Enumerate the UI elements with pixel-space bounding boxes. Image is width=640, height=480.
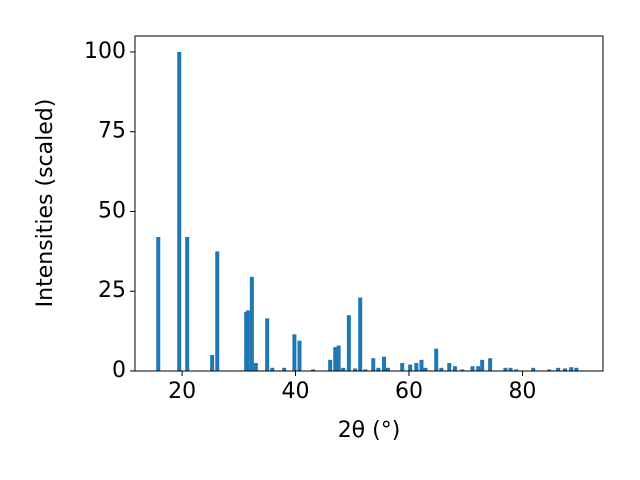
bar (400, 363, 405, 371)
bar (414, 363, 419, 371)
bar (470, 366, 475, 371)
bar (531, 367, 536, 371)
bar (353, 368, 358, 371)
bar (215, 251, 220, 371)
bar (452, 366, 457, 371)
bar (569, 367, 574, 371)
x-tick-label: 60 (395, 379, 423, 404)
bar (419, 359, 424, 371)
x-tick-label: 20 (168, 379, 196, 404)
bar (249, 276, 254, 371)
y-tick-label: 25 (98, 278, 126, 303)
x-tick-label: 40 (282, 379, 310, 404)
bar (371, 358, 376, 371)
bar (503, 367, 508, 371)
bar (376, 367, 381, 371)
bar (341, 367, 346, 371)
bar (386, 367, 391, 371)
x-tick-label: 80 (508, 379, 536, 404)
y-tick-label: 100 (84, 39, 126, 64)
y-axis-label: Intensities (scaled) (33, 99, 58, 308)
bar (488, 358, 493, 371)
bar (423, 367, 428, 371)
bar (460, 369, 465, 371)
bar (336, 345, 341, 371)
bar (282, 367, 287, 371)
bar (382, 356, 387, 371)
bar (480, 359, 485, 371)
bar (292, 334, 297, 371)
bar (476, 366, 481, 371)
bar (333, 347, 338, 371)
bar (185, 237, 190, 371)
bar (556, 367, 561, 371)
bar (562, 368, 567, 371)
x-axis-label: 2θ (°) (338, 418, 401, 443)
bar (439, 367, 444, 371)
bar (358, 297, 363, 371)
bar (434, 348, 439, 371)
bar (363, 369, 368, 371)
bar (311, 369, 316, 371)
bar (547, 369, 552, 371)
bar (514, 369, 519, 371)
bar (346, 315, 351, 371)
plot-frame (134, 35, 604, 372)
bar (328, 359, 333, 371)
bar (297, 340, 302, 371)
bar (408, 364, 413, 371)
bar (156, 237, 161, 371)
bar (177, 51, 182, 371)
bar (253, 363, 258, 371)
bar (265, 318, 270, 371)
bar (508, 367, 513, 371)
bar (245, 310, 250, 371)
y-tick-label: 75 (98, 119, 126, 144)
y-tick-label: 0 (112, 358, 126, 383)
bar (270, 367, 275, 371)
bar (447, 363, 452, 371)
bar (210, 355, 215, 371)
y-tick-label: 50 (98, 198, 126, 223)
bar (574, 367, 579, 371)
